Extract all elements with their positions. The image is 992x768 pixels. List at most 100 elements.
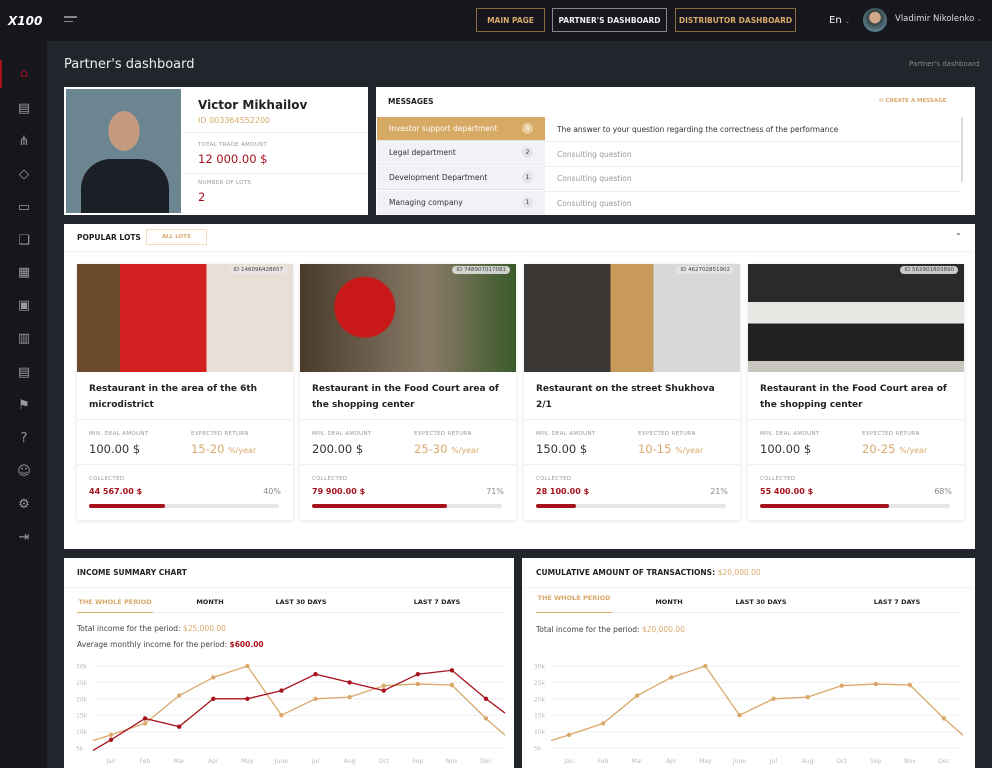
home-icon[interactable]: ⌂ bbox=[19, 66, 29, 81]
tab-last-7-days[interactable]: LAST 7 DAYS bbox=[413, 598, 461, 606]
tab-last-30-days[interactable]: LAST 30 DAYS bbox=[735, 598, 787, 606]
logout-icon[interactable]: ⇥ bbox=[18, 530, 30, 545]
tab-whole-period[interactable]: THE WHOLE PERIOD bbox=[536, 594, 612, 613]
data-point bbox=[211, 675, 216, 680]
progress-bar bbox=[312, 504, 502, 508]
tab-whole-period[interactable]: THE WHOLE PERIOD bbox=[77, 598, 153, 613]
collected-label: COLLECTED bbox=[312, 476, 348, 482]
x-tick-label: Jul bbox=[311, 758, 320, 765]
promo-icon[interactable]: ⚑ bbox=[18, 398, 30, 413]
x-tick-label: Feb bbox=[140, 758, 151, 765]
tab-last-7-days[interactable]: LAST 7 DAYS bbox=[873, 598, 921, 606]
news-icon[interactable]: ▤ bbox=[17, 365, 31, 380]
lot-card[interactable]: ID 562901803890 Restaurant in the Food C… bbox=[748, 264, 964, 520]
breadcrumb[interactable]: Partner's dashboard bbox=[909, 60, 980, 68]
support-icon[interactable]: ☺ bbox=[17, 464, 31, 479]
lot-card[interactable]: ID 146096428657 Restaurant in the area o… bbox=[77, 264, 293, 520]
total-income-label: Total income for the period: bbox=[77, 624, 181, 633]
progress-bar bbox=[536, 504, 726, 508]
language-select[interactable]: En ⌄ bbox=[829, 15, 850, 26]
return-unit: %/year bbox=[451, 446, 480, 455]
chat-icon[interactable]: ❏ bbox=[18, 233, 30, 248]
message-item[interactable]: Consulting question bbox=[557, 150, 632, 159]
distributor-dashboard-button[interactable]: DISTRIBUTOR DASHBOARD bbox=[675, 8, 796, 32]
tab-month[interactable]: MONTH bbox=[655, 598, 683, 606]
data-point bbox=[313, 696, 318, 701]
main-page-button[interactable]: MAIN PAGE bbox=[476, 8, 545, 32]
x-tick-label: Oct bbox=[837, 758, 848, 765]
cumulative-title-label: CUMULATIVE AMOUNT OF TRANSACTIONS: bbox=[536, 568, 716, 577]
lot-card[interactable]: ID 462702851902 Restaurant on the street… bbox=[524, 264, 740, 520]
data-point bbox=[245, 696, 250, 701]
collected-value: 44 567.00 $ bbox=[89, 487, 143, 496]
lot-card[interactable]: ID 748907017081 Restaurant in the Food C… bbox=[300, 264, 516, 520]
y-tick-label: 30k bbox=[534, 664, 546, 671]
lot-id: ID 562901803890 bbox=[900, 266, 958, 274]
data-point bbox=[566, 732, 572, 738]
briefcase-icon[interactable]: ▤ bbox=[17, 101, 31, 116]
x-tick-label: Jan bbox=[563, 758, 573, 765]
diamond-icon[interactable]: ◇ bbox=[19, 167, 29, 182]
trade-value: 12 000.00 $ bbox=[198, 152, 268, 166]
department-item[interactable]: Managing company 1 bbox=[377, 191, 545, 214]
department-item[interactable]: Legal department 2 bbox=[377, 141, 545, 165]
calendar-icon[interactable]: ▦ bbox=[17, 265, 31, 280]
profile-photo bbox=[66, 89, 181, 213]
structure-icon[interactable]: ⋔ bbox=[18, 134, 30, 149]
contacts-icon[interactable]: ▥ bbox=[17, 331, 31, 346]
data-point bbox=[347, 680, 352, 685]
message-item[interactable]: Consulting question bbox=[557, 174, 632, 183]
collected-value: 28 100.00 $ bbox=[536, 487, 590, 496]
popular-lots-title: POPULAR LOTS bbox=[77, 233, 141, 242]
data-point bbox=[839, 683, 844, 688]
user-menu[interactable]: Vladimir Nikolenko ⌄ bbox=[895, 14, 982, 24]
chevron-down-icon: ⌄ bbox=[844, 18, 850, 25]
min-deal-value: 100.00 $ bbox=[89, 442, 141, 456]
settings-icon[interactable]: ⚙ bbox=[18, 497, 30, 512]
cards-icon[interactable]: ▣ bbox=[17, 298, 31, 313]
x-tick-label: Jul bbox=[769, 758, 778, 765]
income-line-chart: 5k 10k 15k 20k 25k 30k Jan Feb Mar Apr May June Jul A… bbox=[76, 664, 506, 765]
y-tick-label: 30k bbox=[76, 664, 88, 671]
cumulative-chart-title: CUMULATIVE AMOUNT OF TRANSACTIONS: $20,0… bbox=[536, 568, 761, 577]
average-income-value: $600.00 bbox=[229, 640, 264, 649]
menu-toggle-icon[interactable] bbox=[64, 16, 77, 25]
expected-return-label: EXPECTED RETURN bbox=[191, 431, 249, 437]
collected-label: COLLECTED bbox=[89, 476, 125, 482]
data-point bbox=[381, 688, 386, 693]
all-lots-button[interactable]: ALL LOTS bbox=[146, 229, 207, 245]
cumulative-chart-card bbox=[522, 558, 975, 768]
language-value: En bbox=[829, 15, 842, 26]
department-item[interactable]: Development Department 1 bbox=[377, 166, 545, 190]
scrollbar[interactable] bbox=[961, 117, 963, 182]
data-point bbox=[313, 672, 318, 677]
tab-month[interactable]: MONTH bbox=[196, 598, 224, 606]
series-line bbox=[550, 665, 964, 742]
data-point bbox=[737, 713, 742, 718]
data-point bbox=[415, 672, 421, 677]
y-tick-label: 5k bbox=[534, 746, 542, 753]
lot-title[interactable]: Restaurant in the Food Court area of the… bbox=[312, 384, 499, 410]
data-point bbox=[600, 721, 606, 726]
message-item[interactable]: Consulting question bbox=[557, 199, 632, 208]
min-deal-label: MIN. DEAL AMOUNT bbox=[89, 431, 149, 437]
messages-title: MESSAGES bbox=[388, 97, 434, 106]
user-avatar[interactable] bbox=[863, 8, 887, 32]
lot-title[interactable]: Restaurant in the area of the 6th microd… bbox=[89, 384, 258, 410]
lot-title[interactable]: Restaurant on the street Shukhova 2/1 bbox=[536, 384, 715, 410]
tab-last-30-days[interactable]: LAST 30 DAYS bbox=[275, 598, 327, 606]
message-item[interactable]: The answer to your question regarding th… bbox=[557, 125, 839, 134]
min-deal-label: MIN. DEAL AMOUNT bbox=[536, 431, 596, 437]
department-item[interactable]: Investor support department 8 bbox=[377, 117, 545, 141]
lot-title[interactable]: Restaurant in the Food Court area of the… bbox=[760, 384, 947, 410]
create-message-button[interactable]: ✉ CREATE A MESSAGE bbox=[879, 98, 946, 104]
partners-dashboard-button[interactable]: PARTNER'S DASHBOARD bbox=[552, 8, 667, 32]
x-tick-label: Dec bbox=[938, 758, 950, 765]
data-point bbox=[449, 668, 455, 673]
wallet-icon[interactable]: ▭ bbox=[17, 200, 31, 215]
collapse-chevron-icon[interactable]: ⌃ bbox=[955, 232, 962, 241]
x-tick-label: Sep bbox=[870, 758, 882, 765]
series-line bbox=[92, 669, 506, 752]
help-icon[interactable]: ? bbox=[20, 431, 28, 446]
logo[interactable]: X100 bbox=[8, 14, 43, 28]
